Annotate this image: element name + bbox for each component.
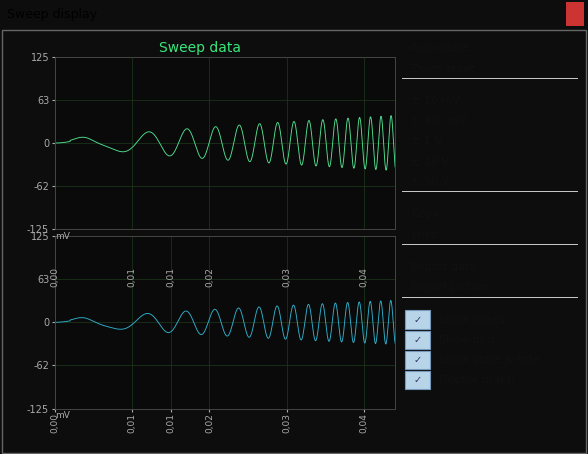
Text: ± 50 V: ± 50 V: [412, 177, 449, 187]
Text: Sweep display: Sweep display: [7, 8, 97, 21]
Text: Double graph: Double graph: [439, 375, 514, 385]
FancyBboxPatch shape: [405, 331, 430, 349]
Text: ✓: ✓: [414, 335, 422, 345]
Text: Show boxes: Show boxes: [439, 315, 505, 325]
Text: ± 100 mV: ± 100 mV: [412, 116, 467, 126]
Text: Sweep data: Sweep data: [159, 41, 241, 54]
Text: ✓: ✓: [414, 375, 422, 385]
Text: Print: Print: [412, 230, 437, 240]
Text: mV: mV: [55, 411, 69, 420]
Text: Auto scale: Auto scale: [412, 44, 470, 54]
Text: Show grid: Show grid: [439, 335, 495, 345]
Text: ± 10 V: ± 10 V: [412, 157, 449, 167]
Text: Export data: Export data: [412, 262, 476, 272]
Text: x: x: [572, 10, 578, 19]
Text: Show scale & title: Show scale & title: [439, 355, 539, 365]
Text: Copy: Copy: [412, 209, 440, 219]
Text: mV: mV: [55, 232, 69, 241]
Text: Zoom reset: Zoom reset: [412, 64, 475, 74]
Text: ✓: ✓: [414, 315, 422, 325]
Bar: [566, 2, 584, 26]
Text: ± 10 mV: ± 10 mV: [412, 96, 460, 106]
Text: Export picture: Export picture: [412, 282, 490, 292]
FancyBboxPatch shape: [405, 351, 430, 369]
Text: ± 1 V: ± 1 V: [412, 137, 442, 147]
FancyBboxPatch shape: [405, 311, 430, 329]
Text: ✓: ✓: [414, 355, 422, 365]
FancyBboxPatch shape: [405, 371, 430, 390]
